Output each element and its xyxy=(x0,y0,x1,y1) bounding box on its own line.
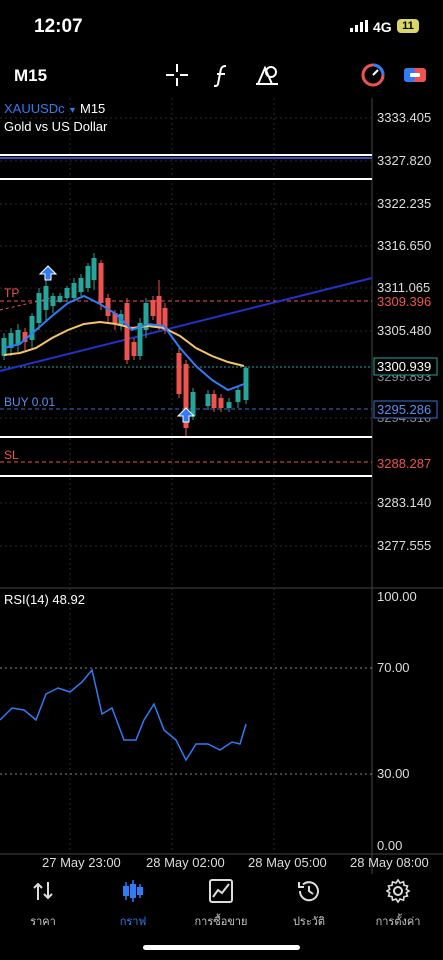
symbol-dropdown-icon[interactable]: ▾ xyxy=(70,105,75,116)
candle-body xyxy=(98,263,104,303)
nav-label: กราฟ xyxy=(119,916,147,928)
current-price-marker: 3300.939 xyxy=(377,359,431,374)
price-label: 3277.555 xyxy=(377,538,431,553)
candle-body xyxy=(176,353,182,394)
status-time: 12:07 xyxy=(34,16,83,37)
chart-area[interactable]: TP BUY 0.01 SL XAUUSDc ▾ M15 Gold vs US … xyxy=(0,98,443,874)
price-chart[interactable]: TP BUY 0.01 SL XAUUSDc ▾ M15 Gold vs US … xyxy=(0,98,443,874)
candle-body xyxy=(71,283,77,298)
candle-body xyxy=(190,392,196,416)
candlesticks xyxy=(1,253,249,436)
grid xyxy=(0,98,372,854)
time-label: 28 May 02:00 xyxy=(146,855,225,870)
nav-quotes[interactable]: ราคา xyxy=(0,878,86,930)
symbol-timeframe: M15 xyxy=(80,101,105,116)
rsi-level: 0.00 xyxy=(377,838,402,853)
price-label: 3283.140 xyxy=(377,495,431,510)
candle-body xyxy=(183,364,189,428)
quotes-icon xyxy=(33,882,53,900)
rsi-line xyxy=(0,668,247,762)
candle-body xyxy=(235,390,241,402)
candle-body xyxy=(156,296,162,328)
tp-label: TP xyxy=(4,286,19,300)
price-label: 3305.480 xyxy=(377,323,431,338)
price-label: 3327.820 xyxy=(377,153,431,168)
candle-body xyxy=(226,402,232,408)
buy-arrow-icon xyxy=(38,265,58,281)
tp-price-marker: 3309.396 xyxy=(377,294,431,309)
price-label: 3316.650 xyxy=(377,238,431,253)
candle-body xyxy=(124,303,130,360)
chart-icon xyxy=(123,880,143,902)
candle-body xyxy=(112,313,118,323)
buy-price-marker: 3295.286 xyxy=(377,402,431,417)
candle-body xyxy=(36,293,42,323)
nav-settings[interactable]: การตั้งค่า xyxy=(355,878,441,930)
time-label: 28 May 08:00 xyxy=(350,855,429,870)
timeframe-button[interactable]: M15 xyxy=(14,66,48,85)
candle-body xyxy=(211,394,217,408)
nav-label: ราคา xyxy=(30,916,56,928)
status-bar: 12:07 4G 11 xyxy=(0,0,443,52)
candle-body xyxy=(91,258,97,280)
crosshair-icon[interactable] xyxy=(164,62,190,88)
rsi-level: 100.00 xyxy=(377,589,417,604)
nav-chart[interactable]: กราฟ xyxy=(90,878,176,930)
candle-body xyxy=(162,308,168,330)
signal-icon xyxy=(350,20,368,32)
network-type: 4G xyxy=(373,19,392,35)
time-label: 27 May 23:00 xyxy=(42,855,121,870)
candle-body xyxy=(131,342,137,356)
battery-icon: 11 xyxy=(397,19,419,33)
trade-chart-icon xyxy=(209,879,233,903)
chart-toolbar: M15 xyxy=(0,52,443,98)
candle-body xyxy=(218,398,224,408)
time-label: 28 May 05:00 xyxy=(248,855,327,870)
candle-body xyxy=(150,300,156,316)
nav-label: การซื้อขาย xyxy=(194,916,248,928)
objects-icon[interactable] xyxy=(254,62,280,88)
candle-body xyxy=(243,368,249,400)
candle-body xyxy=(50,296,56,306)
candle-body xyxy=(57,296,63,302)
candle-body xyxy=(105,298,111,316)
nav-history[interactable]: ประวัติ xyxy=(266,878,352,930)
nav-label: การตั้งค่า xyxy=(375,916,421,928)
candle-body xyxy=(205,394,211,406)
candle-body xyxy=(64,288,70,298)
current-price-box xyxy=(373,357,438,376)
candle-body xyxy=(85,266,91,288)
rsi-level: 70.00 xyxy=(377,660,410,675)
candle-body xyxy=(15,330,21,344)
price-label: 3333.405 xyxy=(377,110,431,125)
symbol-name[interactable]: XAUUSDc xyxy=(4,101,65,116)
ma-slow-line xyxy=(3,320,245,367)
price-label: 3322.235 xyxy=(377,196,431,211)
price-label: 3311.065 xyxy=(377,280,430,295)
candle-body xyxy=(29,316,35,340)
rsi-level: 30.00 xyxy=(377,766,410,781)
candle-body xyxy=(137,323,143,356)
sl-label: SL xyxy=(4,448,19,462)
buy-label: BUY 0.01 xyxy=(4,395,55,409)
home-indicator xyxy=(143,945,300,950)
symbol-description: Gold vs US Dollar xyxy=(4,119,108,134)
sl-price-marker: 3288.287 xyxy=(377,456,431,471)
function-icon[interactable] xyxy=(209,62,235,88)
candle-body xyxy=(143,303,149,330)
nav-label: ประวัติ xyxy=(292,916,326,928)
candle-body xyxy=(8,333,14,348)
rsi-label: RSI(14) 48.92 xyxy=(4,592,85,607)
ma-fast-line xyxy=(3,294,245,392)
candle-body xyxy=(22,332,28,342)
settings-icon xyxy=(385,878,411,904)
history-icon xyxy=(298,881,319,902)
trade-icon[interactable] xyxy=(360,62,386,88)
buy-price-box xyxy=(373,400,438,419)
account-icon[interactable] xyxy=(402,62,428,88)
candle-body xyxy=(43,286,49,310)
nav-trade[interactable]: การซื้อขาย xyxy=(178,878,264,930)
candle-body xyxy=(78,278,84,292)
buy-arrow-icon xyxy=(176,407,196,423)
